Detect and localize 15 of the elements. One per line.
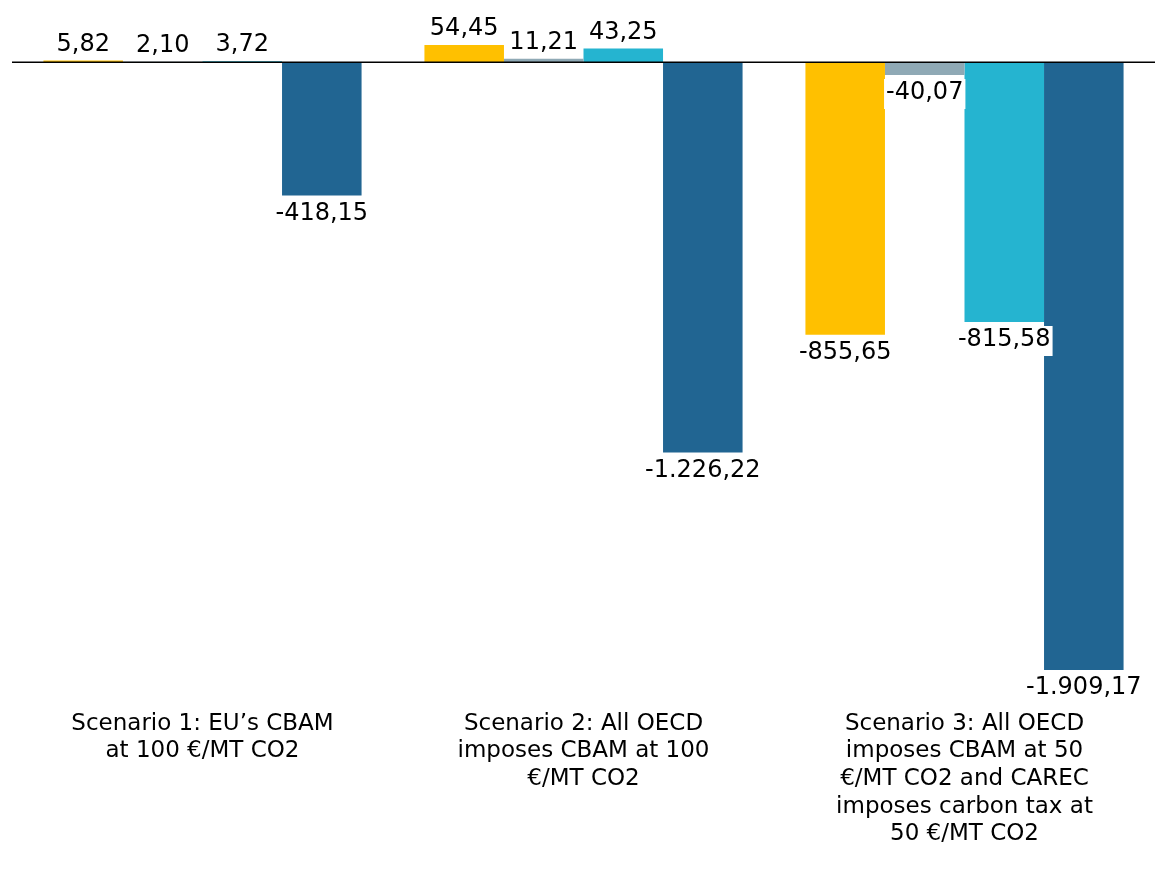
data-label: -1.226,22 — [645, 454, 761, 483]
data-label: 5,82 — [56, 28, 110, 57]
x-tick-label: Scenario 3: All OECD imposes CBAM at 50 €/MT CO2 and CAREC imposes carbon tax at 50 €/MT CO2 — [836, 708, 1093, 846]
data-label: 2,10 — [136, 29, 190, 58]
data-label: 3,72 — [215, 29, 269, 58]
data-label: -855,65 — [798, 336, 892, 365]
data-label: -40,07 — [886, 77, 964, 106]
data-label: 54,45 — [429, 13, 499, 42]
data-label: -1.909,17 — [1026, 672, 1142, 701]
data-label: -815,58 — [957, 324, 1051, 353]
data-label: 43,25 — [588, 16, 658, 45]
x-tick-label: Scenario 2: All OECD imposes CBAM at 100 €/MT CO2 — [457, 708, 710, 790]
data-label: 11,21 — [509, 27, 579, 55]
x-tick-label: Scenario 1: EU’s CBAM at 100 €/MT CO2 — [71, 708, 334, 763]
data-label: -418,15 — [275, 197, 369, 226]
